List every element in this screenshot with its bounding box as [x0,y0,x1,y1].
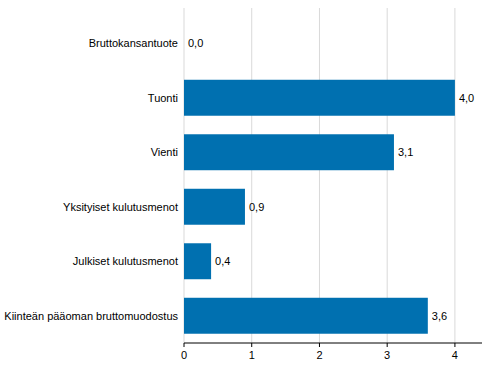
bar [184,243,211,279]
tick-mark [184,343,185,347]
tick-mark [387,343,388,347]
data-label: 4,0 [459,92,474,104]
grid-line [184,8,185,343]
tick-label: 4 [452,349,458,361]
category-label: Yksityiset kulutusmenot [63,201,178,213]
data-label: 3,6 [432,310,447,322]
bar [184,189,245,225]
grid-line [251,8,252,343]
chart-container: 0 1 2 3 4 Bruttokansantuote Tuonti Vienti Yksity… [0,0,491,378]
category-label: Kiinteän pääoman bruttomuodostus [4,310,178,322]
tick-mark [454,343,455,347]
tick-label: 3 [384,349,390,361]
x-axis-line [184,343,482,344]
chart: 0 1 2 3 4 Bruttokansantuote Tuonti Vienti Yksity… [0,0,491,378]
data-label: 0,0 [188,37,203,49]
grid-line [387,8,388,343]
category-label: Julkiset kulutusmenot [73,255,178,267]
tick-mark [319,343,320,347]
bars [184,80,455,334]
tick-label: 2 [316,349,322,361]
data-label: 0,9 [249,201,264,213]
bar [184,80,455,116]
tick-mark [251,343,252,347]
category-label: Tuonti [148,92,178,104]
data-label: 0,4 [215,255,230,267]
tick-label: 1 [249,349,255,361]
bar [184,25,185,61]
bar [184,134,394,170]
grid-line [319,8,320,343]
grid-line [454,8,455,343]
data-label: 3,1 [398,146,413,158]
category-label: Vienti [151,146,178,158]
tick-label: 0 [181,349,187,361]
bar [184,298,428,334]
category-label: Bruttokansantuote [89,37,178,49]
